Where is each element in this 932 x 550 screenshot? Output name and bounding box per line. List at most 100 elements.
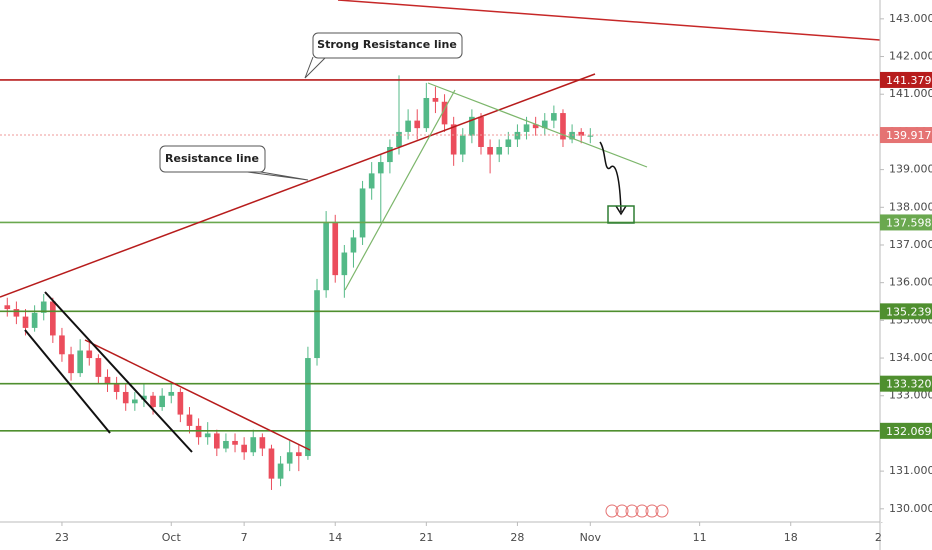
candle-body: [204, 433, 211, 438]
candle-body: [541, 120, 548, 129]
y-tick-label: 142.000: [889, 50, 932, 63]
candle-body: [487, 146, 493, 155]
candle-body: [59, 335, 65, 355]
candle-body: [22, 316, 29, 328]
plot-area: [0, 75, 880, 490]
candle-body: [387, 146, 393, 163]
candle-body: [277, 463, 284, 479]
candle-body: [523, 124, 530, 132]
price-tag: [880, 422, 932, 439]
annotation: Resistance line: [165, 152, 259, 165]
callout-pointer: [239, 170, 309, 181]
time-axis-panel: [0, 522, 880, 550]
price-tag-label: 135.239: [886, 305, 932, 318]
price-tag: [880, 71, 932, 88]
candle-body: [295, 452, 302, 457]
candle-body: [450, 124, 457, 155]
y-tick-label: 141.000: [889, 87, 932, 100]
x-tick-label: 14: [328, 531, 342, 544]
candle-body: [132, 399, 138, 404]
trend-line: [337, 0, 881, 41]
logo: [605, 504, 669, 518]
price-tag: [880, 214, 932, 231]
y-tick-label: 138.000: [889, 200, 932, 213]
candle-body: [223, 440, 229, 449]
candle-body: [213, 433, 220, 449]
candle-body: [259, 437, 266, 449]
candle-body: [587, 135, 594, 137]
candle-body: [40, 301, 47, 313]
target-box: [607, 205, 635, 224]
candle-body: [159, 395, 165, 408]
candle-body: [104, 376, 111, 385]
candle-body: [314, 290, 320, 359]
candle-body: [150, 395, 156, 408]
x-tick-label: 11: [693, 531, 707, 544]
candle-body: [86, 350, 93, 359]
y-tick-label: 137.000: [889, 238, 932, 251]
candle-body: [241, 444, 247, 453]
channel-line: [24, 329, 111, 434]
candle-body: [323, 222, 329, 291]
candle-body: [423, 97, 430, 129]
y-tick-label: 130.000: [889, 502, 932, 515]
candle-body: [551, 113, 557, 121]
candle-body: [332, 222, 339, 276]
price-tag-label: 132.069: [886, 425, 932, 438]
candle-body: [560, 113, 566, 140]
trend-line: [84, 339, 311, 451]
candle-body: [268, 448, 275, 479]
price-axis-panel: [880, 0, 932, 550]
callout-pointer: [304, 56, 327, 79]
trend-line: [0, 73, 596, 298]
y-tick-label: 143.000: [889, 12, 932, 25]
candle-body: [414, 120, 421, 129]
drawings: Strong Resistance line Resistance line: [0, 0, 881, 518]
candle-body: [350, 237, 357, 253]
price-tag: [880, 375, 932, 392]
callout-box: [312, 32, 463, 59]
candle-body: [95, 358, 102, 377]
candle-body: [441, 101, 448, 125]
trend-line: [344, 89, 456, 291]
price-tag: [880, 303, 932, 320]
candle-body: [505, 139, 512, 147]
y-tick-label: 139.000: [889, 163, 932, 176]
price-tag-label: 137.598: [886, 216, 932, 229]
candle-body: [569, 131, 575, 140]
candle-body: [432, 97, 439, 102]
price-tag-label: 139.917: [886, 129, 932, 142]
candle-body: [122, 391, 129, 404]
callout-box: [159, 145, 266, 173]
price-tag: [880, 127, 932, 144]
candle-body: [13, 309, 20, 317]
candle-body: [50, 301, 56, 336]
candle-body: [377, 162, 384, 174]
candle-body: [532, 124, 539, 129]
candle-body: [359, 188, 366, 238]
candle-body: [186, 414, 193, 426]
candle-body: [469, 116, 475, 136]
candle-body: [496, 146, 503, 155]
candle-body: [578, 131, 585, 136]
candle-body: [305, 358, 311, 457]
candle-body: [232, 440, 238, 445]
arrow-head: [615, 205, 627, 216]
candle-body: [177, 391, 184, 415]
candle-body: [478, 116, 484, 147]
candle-body: [68, 354, 74, 374]
candle-body: [31, 312, 38, 328]
candle-body: [77, 350, 83, 374]
y-tick-label: 133.000: [889, 389, 932, 402]
y-tick-label: 136.000: [889, 276, 932, 289]
candle-body: [4, 305, 11, 310]
annotation: Strong Resistance line: [317, 38, 457, 51]
x-tick-label: 7: [241, 531, 248, 544]
candle-body: [113, 384, 120, 392]
x-tick-label: Nov: [580, 531, 602, 544]
price-tag-label: 141.379: [886, 74, 932, 87]
x-tick-label: 23: [55, 531, 69, 544]
price-tag-label: 133.320: [886, 378, 932, 391]
